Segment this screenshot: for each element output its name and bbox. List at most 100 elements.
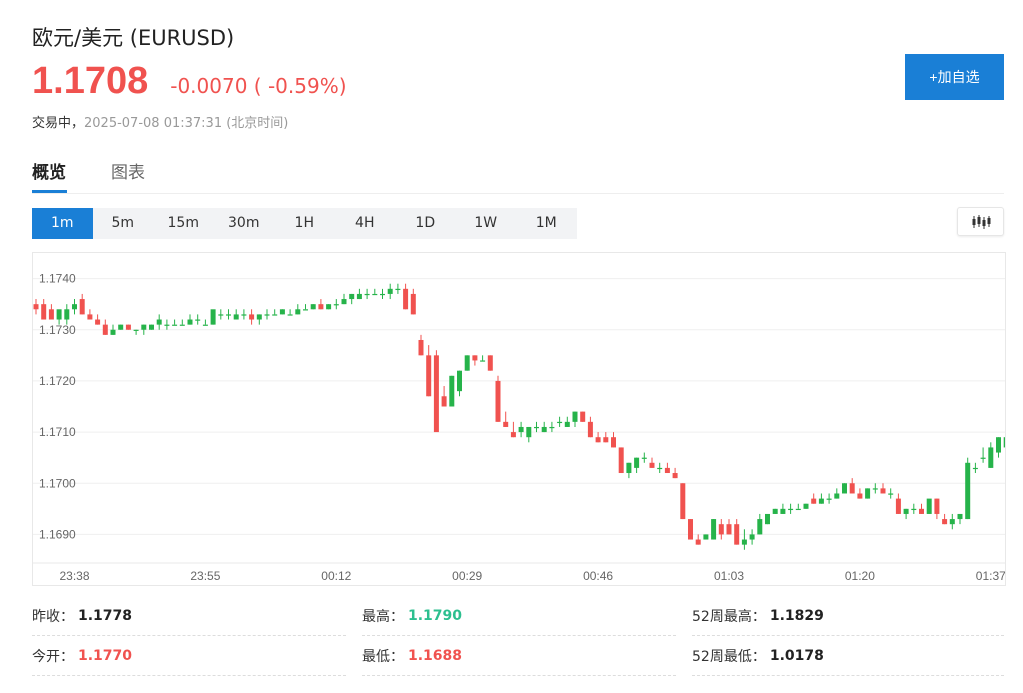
- candle-body: [919, 508, 924, 514]
- candle-body: [149, 324, 154, 330]
- x-tick-label: 23:55: [190, 569, 220, 583]
- candle-body: [33, 304, 39, 310]
- candle-body: [426, 355, 432, 397]
- candle-body: [803, 503, 809, 509]
- price-chart[interactable]: 1.1740 1.1730 1.1720 1.1710 1.1700 1.1690 23:3…: [32, 252, 1006, 586]
- candle-body: [934, 498, 940, 514]
- candle-body: [888, 493, 894, 495]
- candle-body: [996, 437, 1001, 453]
- candle-body: [264, 314, 270, 316]
- x-tick-label: 00:12: [321, 569, 351, 583]
- period-5m[interactable]: 5m: [111, 215, 135, 231]
- candle-body: [726, 524, 732, 535]
- candle-body: [1003, 437, 1005, 448]
- add-watchlist-button[interactable]: +加自选: [905, 54, 1004, 100]
- candle-body: [526, 426, 532, 438]
- stat-label: 最高：: [362, 608, 404, 625]
- candle-body: [518, 426, 524, 433]
- candle-body: [418, 339, 424, 356]
- candle-body: [480, 360, 486, 362]
- candle-body: [395, 288, 401, 291]
- period-15m[interactable]: 15m: [167, 215, 199, 231]
- candle-body: [680, 483, 686, 520]
- period-30m[interactable]: 30m: [228, 215, 260, 231]
- candle-body: [210, 309, 216, 325]
- stat-item: 52周最高： 1.1829: [692, 596, 1004, 636]
- stat-value: 1.0178: [769, 647, 824, 664]
- period-1d[interactable]: 1D: [415, 215, 436, 231]
- stat-label: 昨收：: [32, 608, 74, 625]
- x-tick-label: 00:46: [583, 569, 613, 583]
- stat-value: 1.1790: [408, 607, 463, 624]
- candle-body: [826, 498, 832, 500]
- active-tab-indicator: [32, 190, 67, 193]
- candle-body: [310, 304, 316, 310]
- period-1m[interactable]: 1m: [32, 208, 93, 239]
- candle-body: [849, 483, 855, 494]
- candle-body: [41, 304, 47, 320]
- candle-body: [172, 324, 178, 326]
- period-4h[interactable]: 4H: [355, 215, 375, 231]
- stat-item: 最高： 1.1790: [362, 596, 676, 636]
- stat-label: 今开：: [32, 648, 74, 665]
- y-tick-label: 1.1740: [39, 272, 76, 286]
- candle-body: [765, 513, 770, 525]
- candle-body: [102, 324, 108, 335]
- candle-body: [872, 488, 878, 490]
- x-tick-label: 01:03: [714, 569, 744, 583]
- period-1m[interactable]: 1M: [535, 215, 557, 231]
- candle-body: [780, 508, 786, 514]
- candle-body: [618, 447, 624, 474]
- candle-body: [741, 539, 747, 545]
- candlestick-chart: 1.1740 1.1730 1.1720 1.1710 1.1700 1.1690 23:3…: [33, 272, 1005, 583]
- candle-body: [842, 483, 847, 494]
- candle-body: [372, 293, 378, 296]
- candle-body: [672, 473, 678, 479]
- candle-body: [865, 488, 871, 499]
- tab-chart[interactable]: 图表: [111, 163, 145, 183]
- stat-value: 1.1770: [78, 647, 133, 664]
- candle-body: [487, 355, 493, 371]
- candle-body: [95, 319, 101, 325]
- chart-type-toggle[interactable]: [957, 207, 1004, 236]
- stat-value: 1.1829: [769, 607, 824, 624]
- y-tick-label: 1.1730: [39, 323, 76, 337]
- candle-body: [611, 437, 616, 448]
- candle-body: [695, 539, 701, 545]
- candle-body: [926, 498, 932, 514]
- stat-label: 最低：: [362, 648, 404, 665]
- page-title: 欧元/美元 (EURUSD): [32, 26, 235, 50]
- period-1w[interactable]: 1W: [474, 215, 498, 231]
- candle-body: [942, 519, 948, 525]
- candle-body: [279, 309, 285, 315]
- stats-panel: 昨收： 1.1778 最高： 1.1790 52周最高： 1.1829 今开： 1.1770 最…: [32, 596, 1004, 676]
- stat-label: 52周最低：: [692, 648, 766, 665]
- candle-body: [795, 508, 801, 511]
- candle-body: [164, 324, 170, 326]
- candle-body: [895, 498, 901, 514]
- candle-body: [703, 534, 709, 540]
- y-tick-label: 1.1720: [39, 374, 76, 388]
- candle-body: [441, 396, 447, 407]
- tab-bar: 概览 图表: [32, 148, 1004, 194]
- candle-body: [541, 426, 547, 433]
- stat-item: 昨收： 1.1778: [32, 596, 346, 636]
- tab-overview[interactable]: 概览: [32, 163, 66, 183]
- stat-item: 52周最低： 1.0178: [692, 636, 1004, 676]
- stats-row: 昨收： 1.1778 最高： 1.1790 52周最高： 1.1829: [32, 596, 1004, 636]
- status-time: 2025-07-08 01:37:31 (北京时间): [84, 116, 289, 131]
- current-price: 1.1708: [32, 60, 149, 102]
- candle-body: [911, 508, 917, 511]
- candle-body: [326, 304, 332, 310]
- candle-body: [664, 467, 670, 474]
- period-1h[interactable]: 1H: [294, 215, 314, 231]
- candle-body: [125, 324, 131, 330]
- candle-body: [634, 457, 640, 468]
- price-change: -0.0070 ( -0.59%): [170, 74, 347, 98]
- candle-body: [233, 314, 239, 320]
- candle-body: [403, 288, 409, 310]
- candle-body: [380, 293, 385, 296]
- x-tick-label: 23:38: [59, 569, 89, 583]
- candle-body: [349, 293, 355, 300]
- candle-body: [880, 488, 886, 494]
